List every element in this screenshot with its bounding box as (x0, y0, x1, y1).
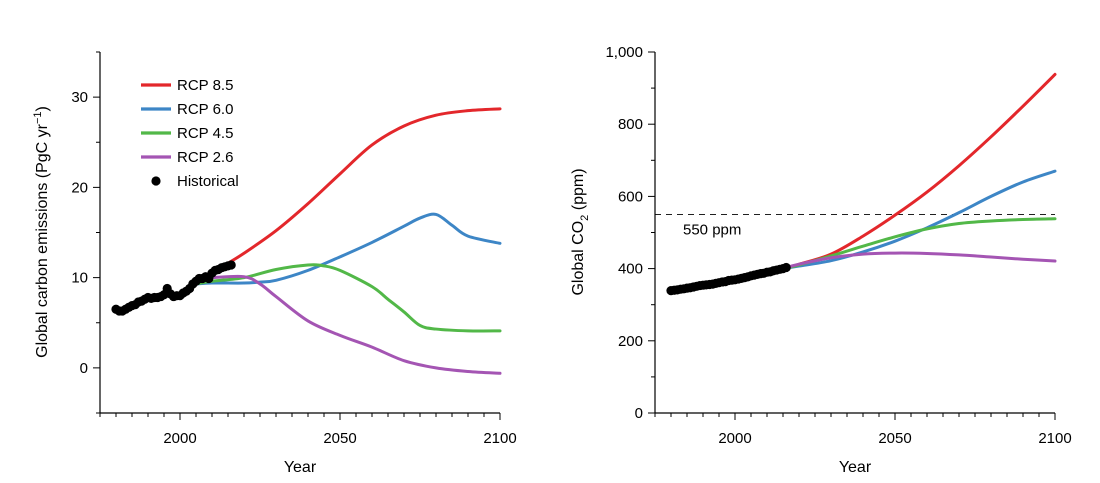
emissions-chart: 0 10 20 30 2000 2050 2100 RCP 8.5 RCP 6.0 RCP 4… (32, 51, 517, 476)
legend-label-rcp-6-0: RCP 6.0 (177, 101, 233, 118)
y-tick-label: 20 (71, 179, 88, 196)
legend-label-rcp-4-5: RCP 4.5 (177, 125, 233, 142)
series-line-rcp-8-5 (781, 72, 1057, 271)
y-tick-label: 0 (80, 360, 88, 377)
co2-x-axis-title: Year (839, 459, 872, 476)
y-tick-label: 600 (618, 188, 643, 205)
co2-y-axis-title: Global CO2 (ppm) (570, 168, 591, 295)
x-tick-label: 2050 (878, 430, 911, 447)
legend-marker-historical (151, 176, 161, 186)
co2-historical-points (666, 262, 791, 296)
y-tick-label: 800 (618, 116, 643, 133)
series-line-rcp-6-0 (194, 212, 502, 286)
emissions-historical-points (111, 260, 236, 316)
legend: RCP 8.5 RCP 6.0 RCP 4.5 RCP 2.6 Historical (141, 77, 239, 190)
co2-x-ticks: 2000 2050 2100 (654, 413, 1072, 447)
legend-label-historical: Historical (177, 173, 239, 190)
co2-series (781, 72, 1057, 271)
x-tick-label: 2000 (718, 430, 751, 447)
y-tick-label: 0 (635, 405, 643, 422)
y-tick-label: 30 (71, 89, 88, 106)
x-tick-label: 2050 (323, 430, 356, 447)
emissions-y-axis-title: Global carbon emissions (PgC yr−1) (32, 106, 51, 358)
y-tick-label: 1,000 (605, 44, 643, 61)
x-tick-label: 2100 (483, 430, 516, 447)
series-line-rcp-2-6 (781, 251, 1057, 271)
emissions-y-ticks: 0 10 20 30 (71, 51, 100, 414)
series-line-rcp-6-0 (781, 169, 1057, 271)
x-tick-label: 2100 (1038, 430, 1071, 447)
y-tick-label: 200 (618, 333, 643, 350)
emissions-x-ticks: 2000 2050 2100 (99, 413, 517, 447)
x-tick-label: 2000 (163, 430, 196, 447)
emissions-x-axis-title: Year (284, 459, 317, 476)
y-tick-label: 400 (618, 261, 643, 278)
series-line-rcp-4-5 (194, 263, 502, 333)
legend-label-rcp-2-6: RCP 2.6 (177, 149, 233, 166)
series-line-rcp-8-5 (226, 107, 502, 265)
co2-y-ticks: 0 200 400 600 800 1,000 (605, 44, 655, 422)
historical-point (226, 260, 236, 270)
emissions-series (194, 107, 502, 375)
reference-line-label: 550 ppm (683, 221, 741, 238)
historical-point (781, 262, 791, 273)
legend-label-rcp-8-5: RCP 8.5 (177, 77, 233, 94)
y-tick-label: 10 (71, 270, 88, 287)
series-line-rcp-2-6 (210, 274, 502, 375)
